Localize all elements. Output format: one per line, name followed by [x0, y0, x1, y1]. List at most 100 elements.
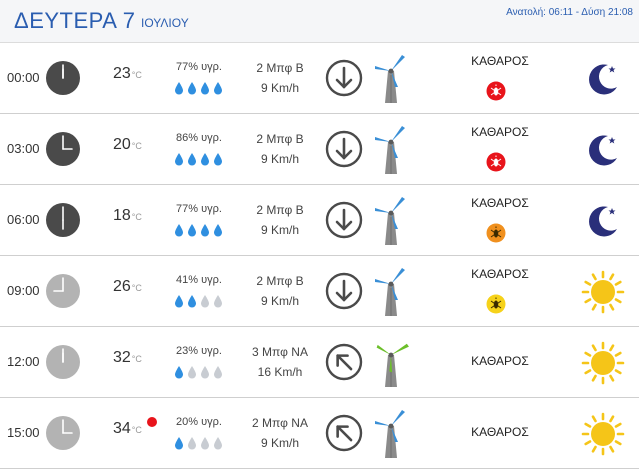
wind-speed: 9 Km/h [232, 81, 328, 95]
temperature-unit: °C [131, 283, 142, 293]
sky-condition-text: ΚΑΘΑΡΟΣ [471, 425, 529, 439]
temperature-unit: °C [131, 354, 142, 364]
night-clock-icon [45, 131, 81, 167]
moon-icon [581, 199, 625, 243]
wind-speed-text: 9 Km/h [260, 223, 299, 237]
humidity-text: 23% υγρ. [176, 345, 222, 357]
forecast-row: 12:00 32°C 23% υγρ. 3 Μπφ ΝΑ 16 Km/h ΚΑΘΑΡΟΣ [0, 327, 639, 398]
sun-icon [581, 341, 625, 385]
wind-speed-text: 9 Km/h [260, 152, 299, 166]
day-title: ΔΕΥΤΕΡΑ 7 [14, 8, 136, 33]
wind-speed: 9 Km/h [232, 152, 328, 166]
time-label: 03:00 [7, 141, 40, 156]
forecast-row: 06:00 18°C 77% υγρ. 2 Μπφ Β 9 Km/h ΚΑΘΑΡΟΣ [0, 185, 639, 256]
wind-speed: 16 Km/h [232, 365, 328, 379]
time-label: 06:00 [7, 212, 40, 227]
humidity-label: 23% υγρ. [176, 345, 222, 357]
time-text: 09:00 [7, 283, 40, 298]
temperature-unit: °C [131, 70, 142, 80]
time-text: 00:00 [7, 70, 40, 85]
alert-dot-icon [147, 417, 157, 427]
humidity-text: 20% υγρ. [176, 416, 222, 428]
wind-speed-text: 16 Km/h [257, 365, 303, 379]
sky-condition-text: ΚΑΘΑΡΟΣ [471, 354, 529, 368]
temperature-unit: °C [131, 425, 142, 435]
time-text: 15:00 [7, 425, 40, 440]
forecast-row: 00:00 23°C 77% υγρ. 2 Μπφ Β 9 Km/h ΚΑΘΑΡΟΣ [0, 43, 639, 114]
month-label: ΙΟΥΛΙΟΥ [141, 16, 189, 30]
forecast-row: 03:00 20°C 86% υγρ. 2 Μπφ Β 9 Km/h ΚΑΘΑΡΟΣ [0, 114, 639, 185]
sky-condition: ΚΑΘΑΡΟΣ [430, 425, 570, 439]
day-header: ΔΕΥΤΕΡΑ 7 ΙΟΥΛΙΟΥ Ανατολή: 06:11 - Δύση … [0, 0, 639, 43]
sky-condition: ΚΑΘΑΡΟΣ [430, 54, 570, 68]
humidity-drops-icon [174, 365, 234, 379]
sky-condition: ΚΑΘΑΡΟΣ [430, 267, 570, 281]
mosquito-risk-icon [486, 81, 506, 101]
temperature-value: 34 [113, 420, 131, 437]
temperature-unit: °C [131, 141, 142, 151]
time-label: 15:00 [7, 425, 40, 440]
wind-force: 2 Μπφ Β [232, 203, 328, 217]
temperature-value: 26 [113, 278, 131, 295]
day-clock-icon [45, 273, 81, 309]
wind-turbine-icon [372, 53, 410, 105]
wind-force: 2 Μπφ Β [232, 274, 328, 288]
humidity-label: 41% υγρ. [176, 274, 222, 286]
wind-speed: 9 Km/h [232, 436, 328, 450]
wind-force: 2 Μπφ ΝΑ [232, 416, 328, 430]
sky-condition-text: ΚΑΘΑΡΟΣ [471, 196, 529, 210]
wind-force: 2 Μπφ Β [232, 132, 328, 146]
time-label: 09:00 [7, 283, 40, 298]
temperature: 20°C [113, 136, 142, 154]
sky-condition: ΚΑΘΑΡΟΣ [430, 125, 570, 139]
humidity-drops-icon [174, 436, 234, 450]
wind-force: 2 Μπφ Β [232, 61, 328, 75]
humidity-label: 20% υγρ. [176, 416, 222, 428]
wind-direction-arrow-icon [325, 343, 363, 381]
mosquito-risk-icon [486, 294, 506, 314]
time-text: 03:00 [7, 141, 40, 156]
wind-force-text: 2 Μπφ ΝΑ [252, 416, 308, 430]
wind-direction-arrow-icon [325, 272, 363, 310]
wind-force: 3 Μπφ ΝΑ [232, 345, 328, 359]
wind-force-text: 2 Μπφ Β [256, 274, 304, 288]
time-text: 12:00 [7, 354, 40, 369]
wind-direction-arrow-icon [325, 414, 363, 452]
temperature: 23°C [113, 65, 142, 83]
sky-condition-text: ΚΑΘΑΡΟΣ [471, 54, 529, 68]
wind-speed: 9 Km/h [232, 294, 328, 308]
humidity-text: 77% υγρ. [176, 203, 222, 215]
humidity-text: 41% υγρ. [176, 274, 222, 286]
wind-turbine-icon [372, 124, 410, 176]
forecast-row: 09:00 26°C 41% υγρ. 2 Μπφ Β 9 Km/h ΚΑΘΑΡΟΣ [0, 256, 639, 327]
temperature: 18°C [113, 207, 142, 225]
sun-icon [581, 270, 625, 314]
humidity-text: 86% υγρ. [176, 132, 222, 144]
humidity-text: 77% υγρ. [176, 61, 222, 73]
time-label: 00:00 [7, 70, 40, 85]
forecast-row: 15:00 34°C 20% υγρ. 2 Μπφ ΝΑ 9 Km/h ΚΑΘΑΡΟΣ [0, 398, 639, 469]
humidity-drops-icon [174, 294, 234, 308]
mosquito-risk-icon [486, 152, 506, 172]
temperature: 32°C [113, 349, 142, 367]
night-clock-icon [45, 202, 81, 238]
wind-speed-text: 9 Km/h [260, 81, 299, 95]
wind-speed-text: 9 Km/h [260, 436, 299, 450]
sky-condition-text: ΚΑΘΑΡΟΣ [471, 267, 529, 281]
humidity-label: 77% υγρ. [176, 61, 222, 73]
moon-icon [581, 57, 625, 101]
wind-turbine-icon [372, 408, 410, 460]
night-clock-icon [45, 60, 81, 96]
sky-condition-text: ΚΑΘΑΡΟΣ [471, 125, 529, 139]
wind-direction-arrow-icon [325, 201, 363, 239]
temperature-value: 18 [113, 207, 131, 224]
wind-force-text: 2 Μπφ Β [256, 61, 304, 75]
humidity-drops-icon [174, 81, 234, 95]
mosquito-risk-icon [486, 223, 506, 243]
time-label: 12:00 [7, 354, 40, 369]
humidity-drops-icon [174, 223, 234, 237]
wind-turbine-icon [372, 195, 410, 247]
wind-force-text: 3 Μπφ ΝΑ [252, 345, 308, 359]
wind-turbine-icon [372, 266, 410, 318]
time-text: 06:00 [7, 212, 40, 227]
